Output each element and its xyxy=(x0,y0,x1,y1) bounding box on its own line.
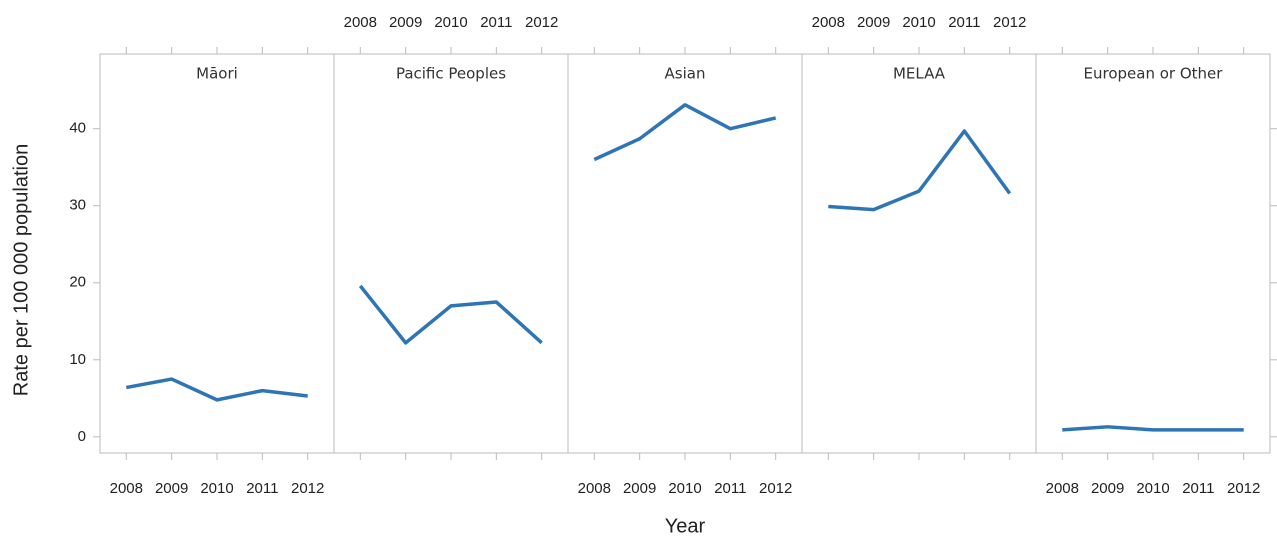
x-tick-label: 2011 xyxy=(948,14,980,31)
x-tick-label: 2010 xyxy=(434,14,467,31)
panel-title: Pacific Peoples xyxy=(396,65,506,83)
x-tick-label: 2011 xyxy=(1182,480,1214,497)
y-tick-label: 0 xyxy=(78,428,86,445)
panel-title: MELAA xyxy=(893,65,946,83)
x-tick-label: 2009 xyxy=(623,480,656,497)
panel-title: European or Other xyxy=(1084,65,1224,83)
y-tick-label: 40 xyxy=(69,120,86,137)
panel xyxy=(801,53,1037,454)
x-tick-label: 2009 xyxy=(1091,480,1124,497)
line xyxy=(358,284,543,345)
panel xyxy=(333,53,569,454)
line xyxy=(1062,425,1244,432)
x-tick-label: 2012 xyxy=(759,480,792,497)
y-tick-label: 20 xyxy=(69,274,86,291)
x-tick-label: 2010 xyxy=(902,14,935,31)
x-tick-label: 2008 xyxy=(344,14,377,31)
line xyxy=(828,129,1012,212)
x-tick-label: 2012 xyxy=(993,14,1026,31)
x-tick-label: 2010 xyxy=(1136,480,1169,497)
y-axis-label: Rate per 100 000 population xyxy=(10,144,32,396)
panel xyxy=(567,53,803,454)
panel-title: Māori xyxy=(196,65,238,83)
x-tick-label: 2011 xyxy=(714,480,746,497)
x-tick-label: 2010 xyxy=(668,480,701,497)
line xyxy=(593,103,777,162)
y-tick-label: 10 xyxy=(69,351,86,368)
y-tick-label: 30 xyxy=(69,197,86,214)
x-tick-label: 2009 xyxy=(389,14,422,31)
x-tick-label: 2009 xyxy=(857,14,890,31)
panel xyxy=(99,53,335,454)
x-tick-label: 2008 xyxy=(578,480,611,497)
line xyxy=(125,377,308,402)
x-tick-label: 2010 xyxy=(200,480,233,497)
x-tick-label: 2009 xyxy=(155,480,188,497)
panel-title: Asian xyxy=(665,65,706,83)
x-tick-label: 2012 xyxy=(291,480,324,497)
x-tick-label: 2011 xyxy=(480,14,512,31)
x-tick-label: 2012 xyxy=(1227,480,1260,497)
x-tick-label: 2008 xyxy=(1046,480,1079,497)
x-axis-label: Year xyxy=(665,515,706,537)
panel xyxy=(1035,53,1271,454)
x-tick-label: 2011 xyxy=(246,480,278,497)
x-tick-label: 2008 xyxy=(110,480,143,497)
x-tick-label: 2012 xyxy=(525,14,558,31)
x-tick-label: 2008 xyxy=(812,14,845,31)
